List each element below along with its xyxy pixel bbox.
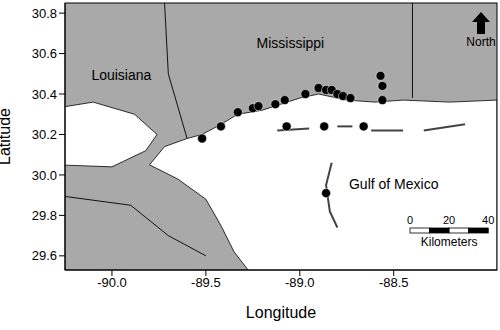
svg-text:20: 20 [443,214,455,226]
svg-text:30.6: 30.6 [32,46,57,61]
svg-text:29.8: 29.8 [32,208,57,223]
svg-text:-88.5: -88.5 [379,275,409,290]
svg-text:Longitude: Longitude [246,304,316,321]
svg-text:30.0: 30.0 [32,168,57,183]
svg-text:29.6: 29.6 [32,248,57,263]
svg-text:0: 0 [407,214,413,226]
svg-text:30.2: 30.2 [32,127,57,142]
svg-text:North: North [466,35,492,49]
svg-text:30.8: 30.8 [32,6,57,21]
svg-text:-89.0: -89.0 [285,275,315,290]
svg-text:Mississippi: Mississippi [257,35,325,51]
svg-text:40: 40 [482,214,492,226]
svg-text:Gulf of Mexico: Gulf of Mexico [349,176,439,192]
svg-text:Latitude: Latitude [8,108,13,165]
svg-text:-89.5: -89.5 [191,275,221,290]
svg-text:-90.0: -90.0 [97,275,127,290]
svg-text:30.4: 30.4 [32,87,57,102]
svg-text:Louisiana: Louisiana [91,67,151,83]
svg-text:Kilometers: Kilometers [421,235,478,249]
